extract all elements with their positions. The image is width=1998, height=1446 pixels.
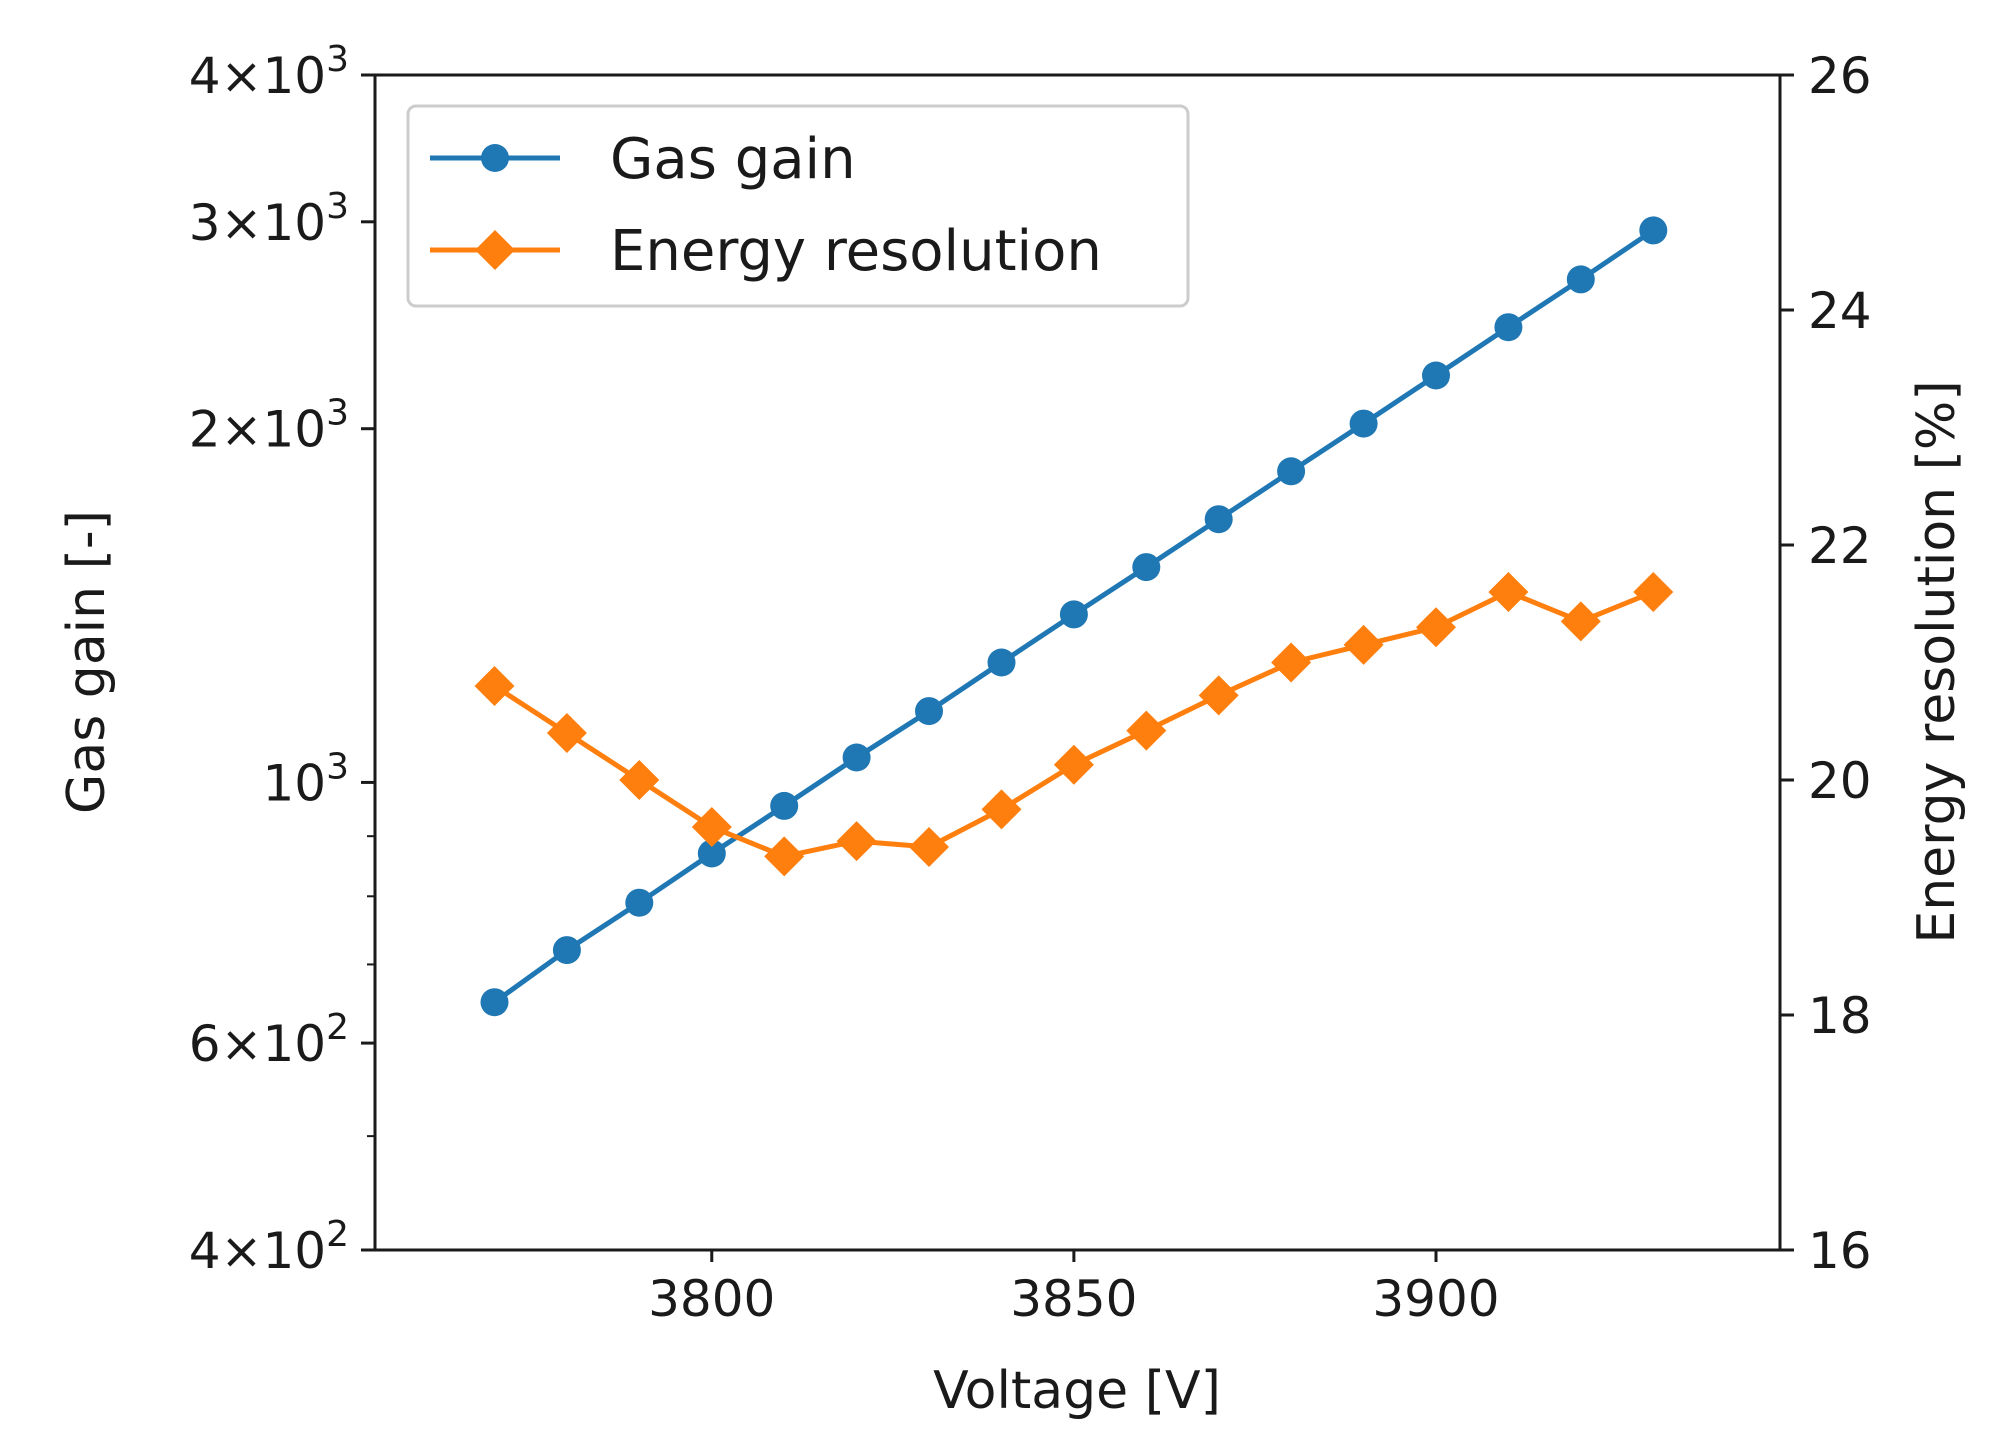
data-point-energy-resolution — [474, 666, 515, 706]
y-left-tick-label: 103 — [262, 746, 349, 812]
data-point-energy-resolution — [836, 821, 877, 862]
data-point-gas-gain — [1349, 409, 1378, 438]
y-right-tick-label: 16 — [1808, 1222, 1872, 1280]
data-point-gas-gain — [1422, 361, 1450, 390]
data-point-energy-resolution — [546, 713, 587, 753]
data-point-gas-gain — [1204, 505, 1233, 534]
y-right-tick-label: 26 — [1808, 47, 1872, 105]
data-point-gas-gain — [1277, 457, 1306, 486]
ticks-layer: 3800 3850 3900 4×102 6×102 103 2×103 3×103 4×103… — [189, 39, 1872, 1328]
y-left-tick-label: 4×102 — [189, 1214, 349, 1280]
data-point-energy-resolution — [1560, 601, 1601, 642]
data-point-energy-resolution — [619, 760, 660, 800]
x-tick-label: 3850 — [1010, 1270, 1137, 1328]
data-point-energy-resolution — [1198, 675, 1239, 716]
data-point-energy-resolution — [1488, 572, 1529, 612]
series-layer — [474, 216, 1674, 1017]
data-point-gas-gain — [1639, 216, 1668, 245]
data-point-energy-resolution — [1271, 642, 1312, 683]
data-point-gas-gain — [1494, 313, 1523, 342]
y-left-tick-label: 4×103 — [189, 39, 349, 105]
data-point-energy-resolution — [691, 807, 732, 847]
y-right-tick-label: 22 — [1808, 517, 1872, 575]
y-left-tick-label: 6×102 — [189, 1007, 349, 1073]
data-point-gas-gain — [697, 839, 726, 868]
data-point-gas-gain — [1059, 600, 1088, 629]
data-point-energy-resolution — [1343, 624, 1384, 665]
data-point-gas-gain — [625, 888, 654, 917]
data-point-gas-gain — [915, 697, 943, 726]
data-point-energy-resolution — [1633, 572, 1674, 612]
data-point-energy-resolution — [1126, 710, 1167, 751]
legend-marker-gas-gain — [481, 144, 509, 172]
y-right-tick-label: 18 — [1808, 987, 1872, 1045]
data-point-energy-resolution — [981, 789, 1022, 830]
data-point-gas-gain — [1566, 265, 1595, 294]
data-point-gas-gain — [842, 743, 871, 772]
y-right-axis-label: Energy resolution [%] — [1907, 380, 1967, 943]
x-tick-label: 3900 — [1372, 1270, 1499, 1328]
data-point-energy-resolution — [909, 827, 949, 867]
y-right-tick-label: 24 — [1808, 282, 1872, 340]
legend: Gas gain Energy resolution — [406, 104, 1190, 308]
y-left-axis-label: Gas gain [-] — [57, 510, 117, 814]
data-point-gas-gain — [987, 648, 1016, 677]
data-point-gas-gain — [552, 936, 581, 965]
plot-frame — [373, 73, 1782, 1252]
x-tick-label: 3800 — [648, 1270, 775, 1328]
data-point-gas-gain — [480, 988, 509, 1017]
y-left-tick-label: 3×103 — [189, 186, 349, 252]
data-point-energy-resolution — [1053, 744, 1094, 785]
legend-box — [406, 104, 1190, 308]
legend-marker-energy-resolution — [475, 230, 515, 270]
y-left-tick-label: 2×103 — [189, 393, 349, 459]
data-point-gas-gain — [770, 791, 799, 820]
legend-label-gas-gain: Gas gain — [610, 127, 856, 192]
data-point-energy-resolution — [764, 836, 805, 877]
x-axis-label: Voltage [V] — [933, 1361, 1221, 1421]
y-right-tick-label: 20 — [1808, 752, 1872, 810]
legend-label-energy-resolution: Energy resolution — [610, 219, 1102, 284]
data-point-energy-resolution — [1416, 607, 1456, 648]
data-point-gas-gain — [1132, 553, 1161, 582]
